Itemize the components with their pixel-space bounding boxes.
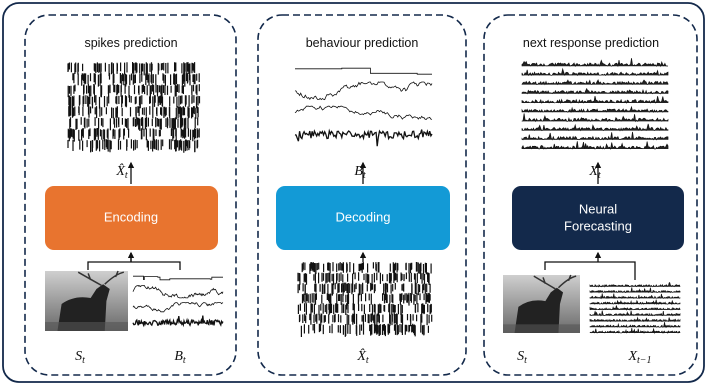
- response-trace: [590, 306, 680, 310]
- stimulus-image: [503, 275, 580, 333]
- behaviour-trace: [133, 303, 223, 312]
- response-trace: [590, 322, 680, 327]
- behaviour-trace: [133, 316, 223, 326]
- response-trace: [590, 300, 680, 304]
- response-trace: [522, 113, 668, 121]
- response-trace: [522, 69, 668, 75]
- input-label: Bt: [174, 349, 186, 366]
- output-label: X̂t: [115, 163, 128, 181]
- behaviour-trace: [295, 68, 432, 74]
- input-label: St: [517, 349, 527, 366]
- response-trace: [522, 96, 668, 103]
- response-trace: [590, 287, 680, 292]
- panel-title: spikes prediction: [84, 36, 177, 50]
- response-trace: [590, 311, 680, 316]
- model-label: Neural: [579, 201, 617, 216]
- input-label: Xt−1: [627, 349, 651, 366]
- behaviour-trace: [295, 106, 432, 119]
- response-trace: [522, 80, 668, 85]
- spike-raster: [298, 262, 432, 337]
- response-trace: [522, 132, 668, 140]
- response-trace: [522, 124, 668, 131]
- output-label: Bt: [354, 164, 366, 181]
- model-label: Decoding: [336, 209, 391, 224]
- spikes: [298, 262, 432, 337]
- figure: spikes prediction X̂t Encoding St Bt beh…: [0, 0, 707, 385]
- response-trace: [522, 58, 668, 66]
- input-label: X̂t: [356, 348, 369, 366]
- ground: [503, 324, 580, 333]
- ground: [45, 322, 128, 331]
- response-trace: [590, 293, 680, 298]
- response-trace: [522, 107, 668, 112]
- behaviour-trace: [295, 82, 432, 100]
- connector: [88, 253, 180, 270]
- response-trace: [522, 141, 668, 149]
- panel-title: next response prediction: [523, 36, 659, 50]
- stimulus-image: [45, 271, 128, 331]
- behaviour-trace: [133, 276, 223, 280]
- model-label: Forecasting: [564, 218, 632, 233]
- response-trace: [522, 89, 668, 94]
- response-trace: [590, 283, 680, 287]
- output-label: Xt: [588, 164, 601, 181]
- input-label: St: [75, 349, 85, 366]
- model-label: Encoding: [104, 209, 158, 224]
- spikes: [68, 62, 200, 153]
- behaviour-trace: [295, 130, 432, 147]
- behaviour-trace: [133, 286, 223, 298]
- response-trace: [590, 328, 680, 333]
- panel-title: behaviour prediction: [306, 36, 419, 50]
- spike-raster: [68, 62, 200, 153]
- response-trace: [590, 318, 680, 322]
